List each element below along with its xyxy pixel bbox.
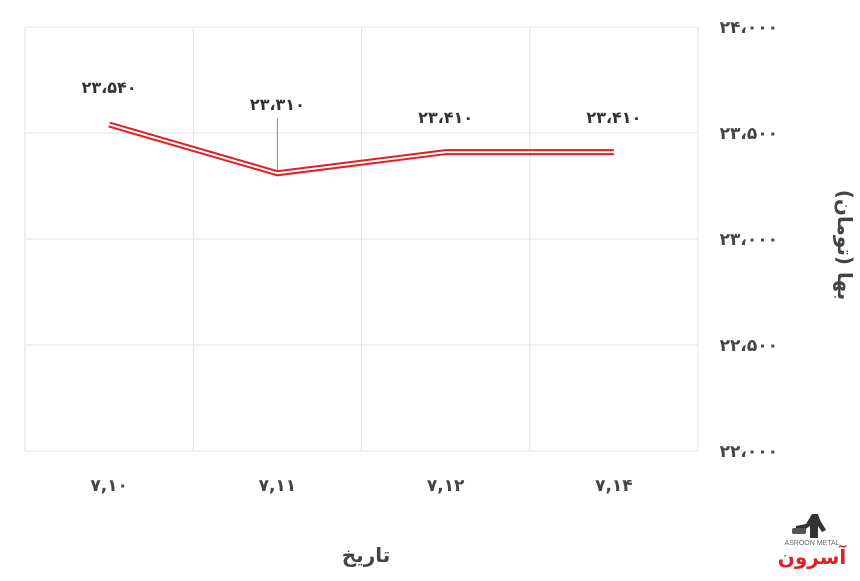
x-tick-label: ۷,۱۴ (595, 476, 633, 496)
y-tick-label: ۲۳،۰۰۰ (720, 230, 778, 250)
logo-subtext: ASROON METAL (784, 540, 839, 547)
logo-text: آسرون (778, 544, 848, 569)
y-tick-label: ۲۳،۵۰۰ (720, 124, 778, 144)
y-tick-label: ۲۲،۰۰۰ (720, 442, 778, 462)
data-label: ۲۳،۳۱۰ (250, 95, 305, 114)
data-label: ۲۳،۴۱۰ (418, 108, 473, 127)
y-tick-label: ۲۲،۵۰۰ (720, 336, 778, 356)
data-labels: ۲۳،۵۴۰ ۲۳،۳۱۰ ۲۳،۴۱۰ ۲۳،۴۱۰ (82, 78, 641, 172)
x-tick-label: ۷,۱۰ (90, 476, 128, 496)
x-axis-title: تاریخ (342, 543, 390, 567)
anvil-icon (792, 528, 806, 534)
data-label: ۲۳،۴۱۰ (586, 108, 641, 127)
x-tick-label: ۷,۱۲ (427, 476, 465, 496)
x-tick-label: ۷,۱۱ (259, 476, 297, 496)
blacksmith-icon (796, 514, 826, 538)
asroon-logo: ASROON METAL آسرون (778, 514, 848, 569)
y-axis-title: بها (تومان) (833, 190, 857, 300)
data-label: ۲۳،۵۴۰ (82, 78, 137, 97)
y-tick-label: ۲۴،۰۰۰ (720, 18, 778, 38)
x-axis: ۷,۱۰ ۷,۱۱ ۷,۱۲ ۷,۱۴ (90, 476, 632, 496)
series-line-inner (108, 123, 614, 175)
y-axis: ۲۲،۰۰۰ ۲۲،۵۰۰ ۲۳،۰۰۰ ۲۳،۵۰۰ ۲۴،۰۰۰ (720, 18, 778, 462)
series (108, 121, 614, 177)
